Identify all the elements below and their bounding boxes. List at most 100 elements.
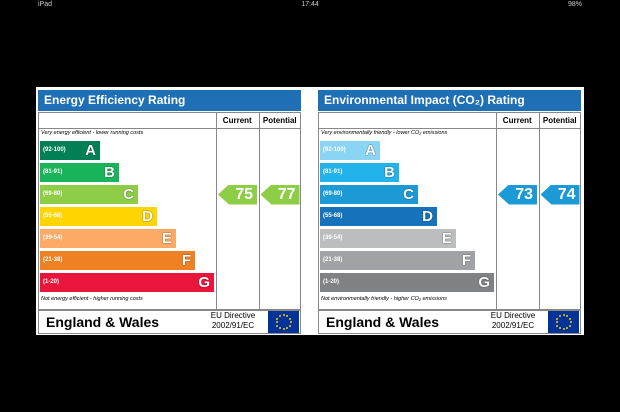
rating-band: (1-20) G — [320, 273, 494, 292]
band-range: (69-80) — [43, 191, 63, 197]
rating-band: (92-100) A — [320, 141, 380, 160]
column-header: Current — [222, 116, 252, 125]
column-header: Current — [502, 116, 532, 125]
rating-arrow: 74 — [540, 184, 580, 205]
band-range: (21-38) — [43, 257, 63, 263]
column-divider — [538, 112, 540, 310]
flag-star — [288, 317, 291, 320]
flag-star — [282, 314, 285, 316]
flag-star — [562, 328, 565, 330]
column-header: Potential — [262, 116, 297, 125]
flag-star — [569, 321, 572, 323]
band-letter: F — [461, 252, 471, 269]
flag-star — [286, 327, 288, 330]
band-range: (92-100) — [43, 147, 66, 153]
band-letter: E — [161, 230, 172, 247]
band-letter: G — [198, 274, 210, 291]
flag-star — [279, 314, 281, 317]
bottom-caption: Not energy efficient - higher running co… — [41, 296, 143, 302]
band-letter: B — [104, 164, 115, 181]
flag-star — [556, 324, 559, 327]
flag-star — [568, 317, 571, 320]
footer-directive-code: 2002/91/EC — [211, 321, 255, 330]
band-range: (39-54) — [323, 235, 343, 241]
band-range: (92-100) — [323, 147, 346, 153]
band-range: (21-38) — [323, 257, 343, 263]
rating-band: (39-54) E — [320, 229, 456, 248]
flag-star — [556, 317, 559, 320]
rating-arrow: 73 — [498, 184, 537, 205]
flag-star — [566, 327, 568, 330]
footer-region: England & Wales — [326, 314, 440, 330]
rating-band: (55-68) D — [40, 207, 157, 226]
rating-band: (55-68) D — [320, 207, 437, 226]
column-divider — [258, 112, 260, 310]
panel-table — [318, 112, 581, 310]
rating-band: (21-38) F — [320, 251, 475, 270]
band-letter: A — [365, 142, 376, 159]
band-letter: D — [422, 208, 433, 225]
rating-band: (1-20) G — [40, 273, 214, 292]
top-caption: Very energy efficient - lower running co… — [41, 130, 144, 136]
flag-star — [275, 321, 278, 323]
flag-star — [289, 321, 292, 323]
panel-table — [38, 112, 301, 310]
status-time: 17:44 — [301, 1, 319, 8]
top-caption: Very environmentally friendly - lower CO… — [321, 130, 448, 136]
column-divider — [496, 112, 497, 310]
rating-band: (69-80) C — [40, 185, 138, 204]
band-letter: F — [181, 252, 191, 269]
rating-arrow: 77 — [260, 184, 300, 205]
panel-title: Energy Efficiency Rating — [38, 90, 301, 111]
band-range: (39-54) — [43, 235, 63, 241]
eu-flag — [548, 311, 579, 333]
band-letter: E — [441, 230, 452, 247]
footer-directive-code: 2002/91/EC — [491, 321, 535, 330]
flag-star — [276, 324, 279, 327]
footer-directive: EU Directive — [490, 311, 536, 320]
rating-band: (69-80) C — [320, 185, 418, 204]
band-letter: G — [478, 274, 490, 291]
rating-band: (21-38) F — [40, 251, 195, 270]
flag-star — [282, 328, 285, 330]
rating-band: (81-91) B — [40, 163, 119, 182]
panel-footer — [38, 310, 301, 334]
header-rule — [318, 128, 581, 129]
column-header: Potential — [542, 116, 577, 125]
flag-star — [559, 314, 561, 317]
flag-star — [276, 317, 279, 320]
rating-arrow: 75 — [218, 184, 257, 205]
band-range: (81-91) — [43, 169, 63, 175]
flag-star — [279, 327, 281, 330]
band-letter: D — [142, 208, 153, 225]
panel-footer — [318, 310, 581, 334]
band-letter: B — [384, 164, 395, 181]
status-battery: 98% — [567, 1, 582, 8]
status-device: iPad — [38, 1, 53, 8]
rating-band: (92-100) A — [40, 141, 100, 160]
rating-band: (39-54) E — [40, 229, 176, 248]
flag-star — [555, 321, 558, 323]
band-letter: C — [403, 186, 414, 203]
rating-band: (81-91) B — [320, 163, 399, 182]
flag-star — [568, 324, 571, 327]
bottom-caption: Not environmentally friendly - higher CO… — [321, 296, 447, 302]
band-letter: A — [85, 142, 96, 159]
flag-star — [286, 314, 288, 317]
band-letter: C — [123, 186, 134, 203]
flag-star — [559, 327, 561, 330]
flag-star — [562, 314, 565, 316]
header-rule — [38, 128, 301, 129]
footer-region: England & Wales — [46, 314, 160, 330]
flag-star — [566, 314, 568, 317]
band-range: (1-20) — [43, 279, 60, 285]
band-range: (55-68) — [323, 213, 343, 219]
flag-star — [288, 324, 291, 327]
band-range: (81-91) — [323, 169, 343, 175]
band-range: (69-80) — [323, 191, 343, 197]
eu-flag — [268, 311, 299, 333]
panel-title: Environmental Impact (CO₂) Rating — [318, 90, 581, 111]
band-range: (55-68) — [43, 213, 63, 219]
column-divider — [216, 112, 217, 310]
